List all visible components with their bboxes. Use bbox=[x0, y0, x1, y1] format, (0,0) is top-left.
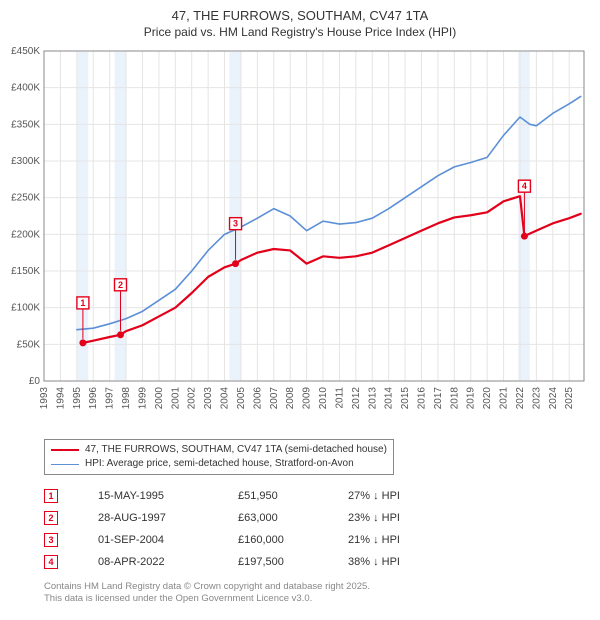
svg-text:2023: 2023 bbox=[531, 387, 542, 410]
legend: 47, THE FURROWS, SOUTHAM, CV47 1TA (semi… bbox=[44, 439, 394, 475]
svg-text:2006: 2006 bbox=[252, 387, 263, 410]
footer-line1: Contains HM Land Registry data © Crown c… bbox=[44, 581, 600, 593]
table-row: 4 08-APR-2022 £197,500 38% ↓ HPI bbox=[44, 551, 600, 573]
svg-text:2: 2 bbox=[118, 280, 123, 290]
svg-text:2001: 2001 bbox=[170, 387, 181, 410]
legend-row: HPI: Average price, semi-detached house,… bbox=[51, 457, 387, 471]
svg-text:2009: 2009 bbox=[302, 387, 313, 410]
sale-date: 01-SEP-2004 bbox=[98, 534, 238, 546]
svg-text:£450K: £450K bbox=[11, 46, 40, 57]
sale-delta: 23% ↓ HPI bbox=[348, 512, 448, 524]
sales-table: 1 15-MAY-1995 £51,950 27% ↓ HPI 2 28-AUG… bbox=[44, 485, 600, 573]
sale-date: 15-MAY-1995 bbox=[98, 490, 238, 502]
svg-text:2024: 2024 bbox=[548, 387, 559, 410]
svg-text:2007: 2007 bbox=[269, 387, 280, 410]
svg-text:2011: 2011 bbox=[334, 387, 345, 409]
footer-note: Contains HM Land Registry data © Crown c… bbox=[44, 581, 600, 606]
svg-text:2020: 2020 bbox=[482, 387, 493, 410]
footer-line2: This data is licensed under the Open Gov… bbox=[44, 593, 600, 605]
svg-text:2003: 2003 bbox=[203, 387, 214, 410]
sale-delta: 38% ↓ HPI bbox=[348, 556, 448, 568]
sale-date: 08-APR-2022 bbox=[98, 556, 238, 568]
chart-container: 47, THE FURROWS, SOUTHAM, CV47 1TA Price… bbox=[0, 0, 600, 620]
svg-text:2021: 2021 bbox=[499, 387, 510, 410]
svg-text:2013: 2013 bbox=[367, 387, 378, 410]
svg-text:1995: 1995 bbox=[72, 387, 83, 410]
svg-text:1: 1 bbox=[80, 298, 85, 308]
sale-marker-2: 2 bbox=[44, 511, 58, 525]
svg-text:1997: 1997 bbox=[105, 387, 116, 410]
svg-text:1999: 1999 bbox=[137, 387, 148, 410]
svg-text:2017: 2017 bbox=[433, 387, 444, 410]
svg-text:£250K: £250K bbox=[11, 193, 40, 204]
svg-text:2022: 2022 bbox=[515, 387, 526, 410]
svg-text:2010: 2010 bbox=[318, 387, 329, 410]
sale-marker-3: 3 bbox=[44, 533, 58, 547]
svg-text:2005: 2005 bbox=[236, 387, 247, 410]
sale-marker-1: 1 bbox=[44, 489, 58, 503]
legend-label-0: 47, THE FURROWS, SOUTHAM, CV47 1TA (semi… bbox=[85, 443, 387, 457]
legend-swatch-0 bbox=[51, 449, 79, 451]
svg-text:2019: 2019 bbox=[466, 387, 477, 410]
sale-price: £160,000 bbox=[238, 534, 348, 546]
svg-text:2012: 2012 bbox=[351, 387, 362, 410]
table-row: 1 15-MAY-1995 £51,950 27% ↓ HPI bbox=[44, 485, 600, 507]
svg-text:1993: 1993 bbox=[39, 387, 50, 410]
svg-text:1994: 1994 bbox=[55, 387, 66, 410]
sale-price: £197,500 bbox=[238, 556, 348, 568]
svg-text:£200K: £200K bbox=[11, 229, 40, 240]
svg-text:£300K: £300K bbox=[11, 156, 40, 167]
svg-text:2004: 2004 bbox=[220, 387, 231, 410]
svg-text:£0: £0 bbox=[29, 376, 41, 387]
svg-text:£150K: £150K bbox=[11, 266, 40, 277]
sale-date: 28-AUG-1997 bbox=[98, 512, 238, 524]
sale-delta: 27% ↓ HPI bbox=[348, 490, 448, 502]
table-row: 3 01-SEP-2004 £160,000 21% ↓ HPI bbox=[44, 529, 600, 551]
sale-delta: 21% ↓ HPI bbox=[348, 534, 448, 546]
legend-label-1: HPI: Average price, semi-detached house,… bbox=[85, 457, 354, 471]
svg-text:2015: 2015 bbox=[400, 387, 411, 410]
title-block: 47, THE FURROWS, SOUTHAM, CV47 1TA Price… bbox=[0, 0, 600, 43]
svg-text:1998: 1998 bbox=[121, 387, 132, 410]
svg-text:2008: 2008 bbox=[285, 387, 296, 410]
svg-text:2025: 2025 bbox=[564, 387, 575, 410]
svg-text:£100K: £100K bbox=[11, 303, 40, 314]
title-sub: Price paid vs. HM Land Registry's House … bbox=[0, 25, 600, 39]
svg-text:2000: 2000 bbox=[154, 387, 165, 410]
svg-text:2018: 2018 bbox=[449, 387, 460, 410]
sale-price: £51,950 bbox=[238, 490, 348, 502]
svg-text:2014: 2014 bbox=[384, 387, 395, 410]
svg-text:1996: 1996 bbox=[88, 387, 99, 410]
title-main: 47, THE FURROWS, SOUTHAM, CV47 1TA bbox=[0, 8, 600, 23]
svg-text:£400K: £400K bbox=[11, 83, 40, 94]
chart-area: £0 £50K £100K £150K £200K £250K £300K £350K £400… bbox=[0, 43, 600, 433]
chart-svg: £0 £50K £100K £150K £200K £250K £300K £350K £400… bbox=[0, 43, 600, 433]
svg-text:2016: 2016 bbox=[417, 387, 428, 410]
svg-text:4: 4 bbox=[522, 181, 527, 191]
svg-text:£50K: £50K bbox=[17, 339, 41, 350]
legend-row: 47, THE FURROWS, SOUTHAM, CV47 1TA (semi… bbox=[51, 443, 387, 457]
sale-marker-4: 4 bbox=[44, 555, 58, 569]
legend-swatch-1 bbox=[51, 464, 79, 465]
svg-text:£350K: £350K bbox=[11, 119, 40, 130]
svg-text:3: 3 bbox=[233, 219, 238, 229]
sale-price: £63,000 bbox=[238, 512, 348, 524]
svg-text:2002: 2002 bbox=[187, 387, 198, 410]
table-row: 2 28-AUG-1997 £63,000 23% ↓ HPI bbox=[44, 507, 600, 529]
